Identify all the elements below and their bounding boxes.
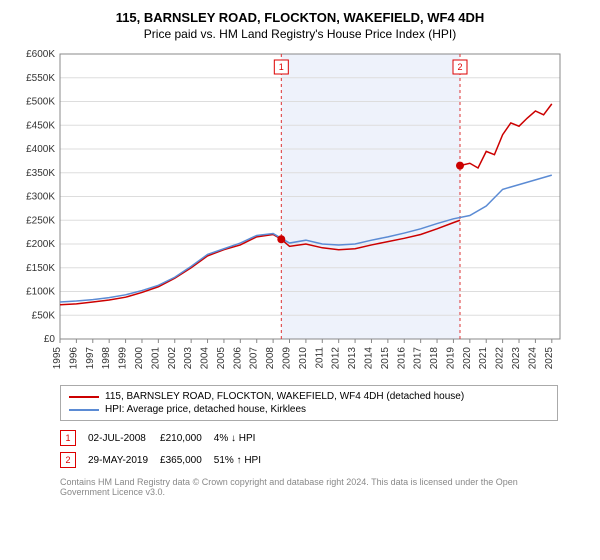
svg-text:2023: 2023 <box>511 347 522 370</box>
svg-text:£100K: £100K <box>26 287 55 298</box>
svg-text:2017: 2017 <box>413 347 424 370</box>
svg-text:1996: 1996 <box>68 347 79 370</box>
sale-marker-icon: 1 <box>60 430 76 446</box>
sale-price: £365,000 <box>160 449 214 471</box>
svg-text:2: 2 <box>457 62 462 72</box>
sale-delta: 51% ↑ HPI <box>214 449 273 471</box>
svg-text:2022: 2022 <box>495 347 506 370</box>
page-subtitle: Price paid vs. HM Land Registry's House … <box>10 27 590 41</box>
svg-text:£150K: £150K <box>26 263 55 274</box>
svg-text:2001: 2001 <box>150 347 161 370</box>
svg-text:2008: 2008 <box>265 347 276 370</box>
legend: 115, BARNSLEY ROAD, FLOCKTON, WAKEFIELD,… <box>60 385 558 421</box>
legend-label: HPI: Average price, detached house, Kirk… <box>105 404 306 415</box>
page-title: 115, BARNSLEY ROAD, FLOCKTON, WAKEFIELD,… <box>10 10 590 25</box>
svg-text:2013: 2013 <box>347 347 358 370</box>
svg-text:£0: £0 <box>44 334 56 345</box>
svg-text:2025: 2025 <box>544 347 555 370</box>
svg-text:2016: 2016 <box>396 347 407 370</box>
svg-text:£400K: £400K <box>26 144 55 155</box>
sale-marker-icon: 2 <box>60 452 76 468</box>
table-row: 1 02-JUL-2008 £210,000 4% ↓ HPI <box>60 427 273 449</box>
svg-text:2011: 2011 <box>314 347 325 369</box>
svg-text:2000: 2000 <box>134 347 145 370</box>
legend-swatch <box>69 409 99 411</box>
sale-price: £210,000 <box>160 427 214 449</box>
svg-text:2014: 2014 <box>363 347 374 370</box>
svg-text:1997: 1997 <box>85 347 96 370</box>
svg-text:£450K: £450K <box>26 120 55 131</box>
sale-date: 02-JUL-2008 <box>88 427 160 449</box>
svg-text:2007: 2007 <box>249 347 260 370</box>
svg-text:1: 1 <box>279 62 284 72</box>
sale-delta: 4% ↓ HPI <box>214 427 273 449</box>
svg-text:£550K: £550K <box>26 73 55 84</box>
svg-text:1999: 1999 <box>118 347 129 370</box>
price-chart: £0 £50K £100K £150K £200K £250K £300K £350K £400… <box>10 49 590 379</box>
legend-item: HPI: Average price, detached house, Kirk… <box>69 403 549 416</box>
svg-text:2002: 2002 <box>167 347 178 370</box>
svg-text:2010: 2010 <box>298 347 309 370</box>
svg-text:2015: 2015 <box>380 347 391 370</box>
svg-text:£300K: £300K <box>26 192 55 203</box>
svg-text:£600K: £600K <box>26 49 55 60</box>
svg-text:2020: 2020 <box>462 347 473 370</box>
svg-text:£500K: £500K <box>26 97 55 108</box>
svg-text:£50K: £50K <box>32 310 56 321</box>
svg-text:2004: 2004 <box>200 347 211 370</box>
svg-text:£250K: £250K <box>26 215 55 226</box>
svg-text:£350K: £350K <box>26 168 55 179</box>
svg-text:£200K: £200K <box>26 239 55 250</box>
sale-date: 29-MAY-2019 <box>88 449 160 471</box>
svg-text:2009: 2009 <box>282 347 293 370</box>
chart-svg: £0 £50K £100K £150K £200K £250K £300K £350K £400… <box>10 49 570 379</box>
svg-text:2021: 2021 <box>478 347 489 370</box>
legend-label: 115, BARNSLEY ROAD, FLOCKTON, WAKEFIELD,… <box>105 391 464 402</box>
svg-text:1995: 1995 <box>52 347 63 370</box>
svg-text:2018: 2018 <box>429 347 440 370</box>
svg-text:2005: 2005 <box>216 347 227 370</box>
table-row: 2 29-MAY-2019 £365,000 51% ↑ HPI <box>60 449 273 471</box>
svg-text:2006: 2006 <box>232 347 243 370</box>
legend-swatch <box>69 396 99 398</box>
svg-text:1998: 1998 <box>101 347 112 370</box>
svg-text:2012: 2012 <box>331 347 342 370</box>
footer-attribution: Contains HM Land Registry data © Crown c… <box>60 477 540 497</box>
legend-item: 115, BARNSLEY ROAD, FLOCKTON, WAKEFIELD,… <box>69 390 549 403</box>
svg-text:2024: 2024 <box>527 347 538 370</box>
sales-table: 1 02-JUL-2008 £210,000 4% ↓ HPI 2 29-MAY… <box>60 427 273 471</box>
svg-text:2003: 2003 <box>183 347 194 370</box>
svg-text:2019: 2019 <box>445 347 456 370</box>
